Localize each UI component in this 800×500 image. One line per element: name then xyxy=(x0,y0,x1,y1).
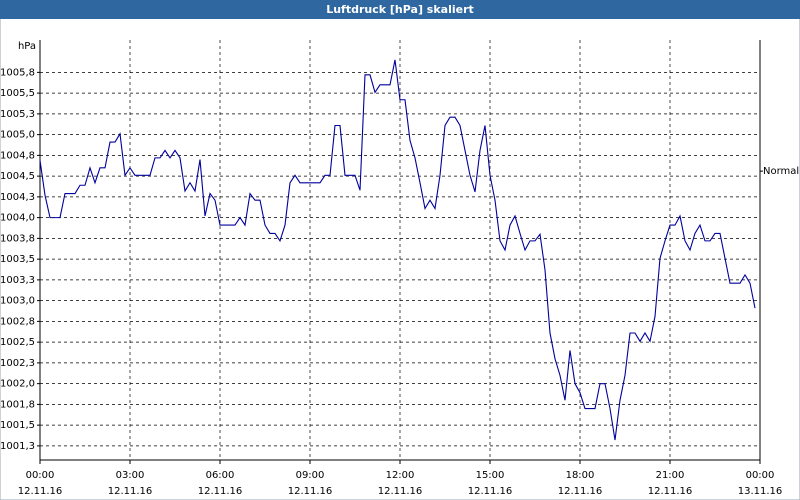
y-tick-label: 1004,0 xyxy=(0,213,35,224)
x-tick-label: 00:00 xyxy=(26,470,55,481)
x-tick-label: 12:00 xyxy=(386,470,415,481)
y-tick-label: 1003,8 xyxy=(0,233,35,244)
chart-title: Luftdruck [hPa] skaliert xyxy=(326,3,474,16)
x-tick-date: 12.11.16 xyxy=(198,486,243,497)
x-tick-date: 13.11.16 xyxy=(738,486,783,497)
y-tick-label: 1003,5 xyxy=(0,254,35,265)
y-tick-label: 1004,3 xyxy=(0,192,35,203)
y-tick-label: 1003,0 xyxy=(0,296,35,307)
x-tick-label: 06:00 xyxy=(206,470,235,481)
x-tick-date: 12.11.16 xyxy=(108,486,153,497)
x-tick-date: 12.11.16 xyxy=(468,486,513,497)
y-tick-label: 1004,8 xyxy=(0,150,35,161)
y-tick-label: 1001,3 xyxy=(0,441,35,452)
y-tick-label: 1002,5 xyxy=(0,337,35,348)
y-tick-label: 1005,0 xyxy=(0,130,35,141)
x-tick-date: 12.11.16 xyxy=(648,486,693,497)
y-tick-label: 1005,5 xyxy=(0,88,35,99)
y-tick-label: 1002,8 xyxy=(0,316,35,327)
x-tick-label: 21:00 xyxy=(656,470,685,481)
x-tick-label: 15:00 xyxy=(476,470,505,481)
x-tick-label: 03:00 xyxy=(116,470,145,481)
y-tick-label: 1005,8 xyxy=(0,67,35,78)
x-tick-date: 12.11.16 xyxy=(288,486,333,497)
x-tick-label: 09:00 xyxy=(296,470,325,481)
y-tick-label: 1004,5 xyxy=(0,171,35,182)
reference-label: Normal xyxy=(763,166,799,177)
x-tick-date: 12.11.16 xyxy=(18,486,63,497)
y-tick-label: 1001,5 xyxy=(0,420,35,431)
x-tick-date: 12.11.16 xyxy=(378,486,423,497)
data-line xyxy=(39,59,756,441)
y-tick-label: 1001,8 xyxy=(0,399,35,410)
y-tick-label: 1002,0 xyxy=(0,379,35,390)
x-tick-label: 18:00 xyxy=(566,470,595,481)
y-tick-label: 1005,3 xyxy=(0,109,35,120)
x-tick-label: 00:00 xyxy=(746,470,775,481)
x-tick-date: 12.11.16 xyxy=(558,486,603,497)
y-tick-label: 1003,3 xyxy=(0,275,35,286)
y-tick-label: 1002,3 xyxy=(0,358,35,369)
y-axis-unit: hPa xyxy=(18,41,36,52)
title-bar xyxy=(0,0,800,19)
